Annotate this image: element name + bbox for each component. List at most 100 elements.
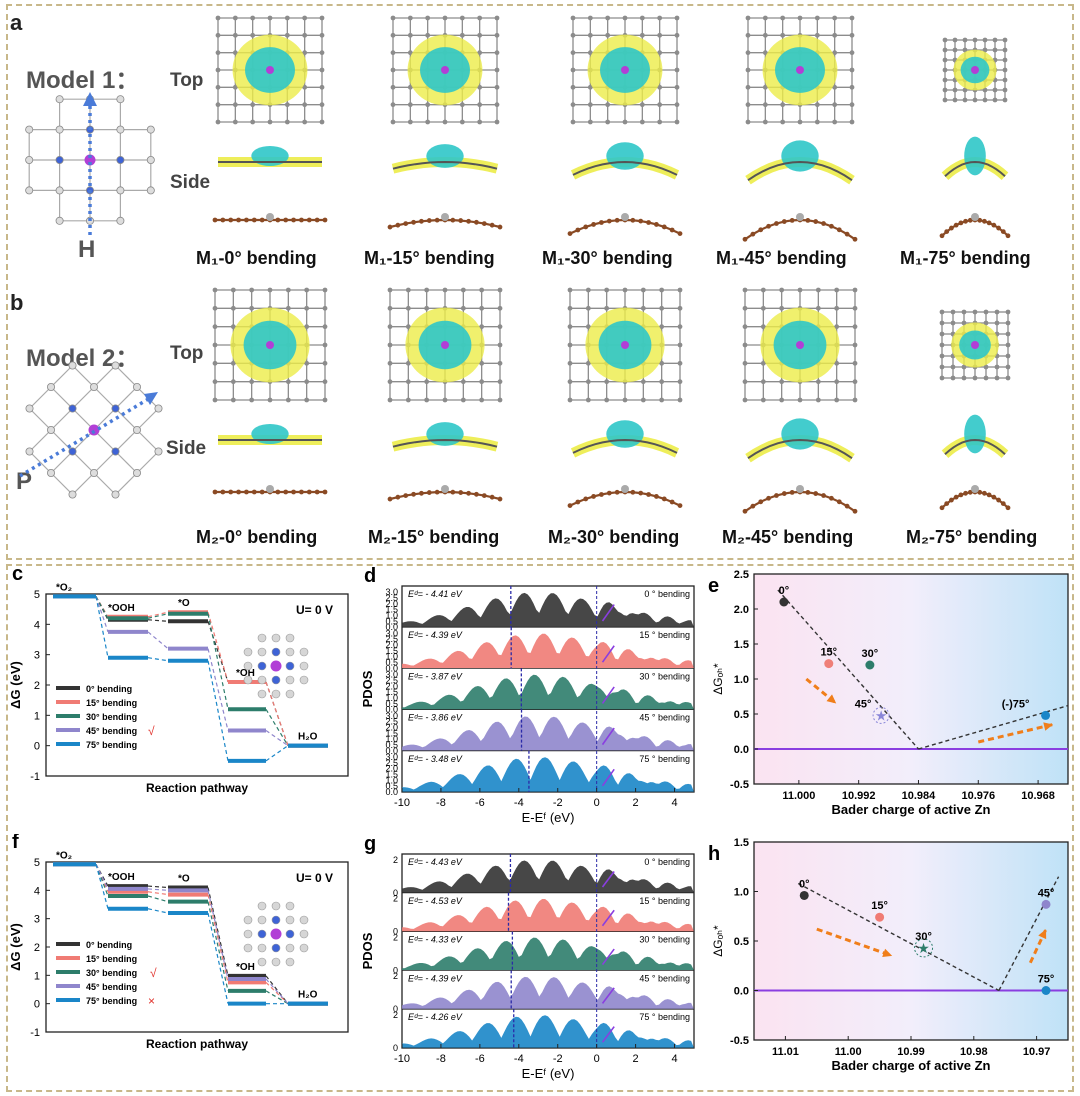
y-tick-label: 2.0 — [385, 764, 398, 774]
y-tick-label: 2 — [34, 680, 40, 692]
connector — [95, 596, 109, 619]
atom — [271, 915, 281, 925]
trend-arrow-left-head — [882, 948, 893, 957]
plot-background — [754, 574, 1068, 784]
pdos-area — [402, 937, 694, 971]
carbon-atom — [458, 490, 464, 495]
backbone — [392, 160, 498, 170]
x-tick-label: 11.000 — [782, 790, 815, 802]
backbone — [572, 438, 678, 454]
carbon-atom — [614, 217, 620, 223]
y-tick-label: 0 — [393, 927, 398, 937]
y-tick-label: 0 — [393, 965, 398, 975]
x-tick-label: -6 — [475, 1053, 485, 1065]
step-label: *O — [178, 598, 190, 609]
carbon-atom — [789, 217, 795, 223]
fermi-arrow — [601, 727, 615, 746]
carbon-atom — [477, 102, 483, 108]
fermi-arrow — [601, 987, 615, 1004]
carbon-atom — [407, 50, 413, 56]
carbon-atom — [583, 224, 589, 230]
step-label: *OH — [236, 668, 255, 679]
connector — [147, 657, 169, 662]
carbon-atom — [497, 496, 503, 502]
charge-density-cyan — [606, 420, 644, 448]
side-view-a-30 — [570, 142, 680, 180]
fermi-arrow — [601, 604, 615, 622]
bond — [136, 429, 159, 452]
legend-label: 0° bending — [86, 684, 132, 694]
y-tick-label: 1.5 — [385, 728, 398, 738]
carbon-atom — [403, 221, 409, 226]
carbon-atom — [251, 489, 257, 495]
carbon-atom — [407, 32, 413, 38]
carbon-atom — [657, 32, 663, 38]
atom — [257, 661, 267, 671]
carbon-atom — [742, 508, 748, 514]
fermi-arrow — [601, 948, 615, 966]
nitrogen-atom — [55, 156, 64, 164]
fermi-arrow — [601, 768, 615, 787]
y-tick-label: 2 — [393, 855, 398, 865]
zinc-atom — [621, 213, 629, 221]
backbone — [944, 438, 1006, 456]
carbon-atom — [758, 227, 764, 233]
y-axis-label: ΔG (eV) — [8, 923, 23, 971]
carbon-atom — [111, 361, 120, 370]
carbon-atom — [780, 119, 786, 125]
bond — [50, 365, 73, 388]
atom — [285, 915, 295, 925]
panel-label-g: g — [364, 834, 376, 855]
carbon-atom — [481, 493, 487, 498]
carbon-atom — [319, 50, 325, 56]
carbon-atom — [489, 222, 495, 228]
panel-label-h: h — [708, 843, 720, 865]
carbon-atom — [583, 496, 589, 502]
carbon-atom — [236, 217, 241, 223]
series-label: 30 ° bending — [639, 671, 690, 681]
carbon-atom — [302, 32, 308, 38]
x-tick-label: -4 — [514, 797, 524, 809]
carbon-atom — [220, 217, 226, 223]
bond — [93, 472, 116, 495]
panel-label-b: b — [10, 290, 24, 315]
caption-a-4: M₁-75° bending — [900, 248, 1031, 268]
connector — [265, 975, 289, 1005]
cross-mark: × — [148, 994, 155, 1008]
series-label: 75 ° bending — [639, 1012, 690, 1022]
y-axis-label: PDOS — [360, 670, 375, 707]
connector — [147, 908, 169, 914]
carbon-atom — [116, 186, 125, 195]
x-tick-label: 4 — [671, 797, 677, 809]
atom — [257, 647, 267, 657]
carbon-atom — [963, 218, 968, 224]
plot-background — [754, 842, 1068, 1040]
inset-structure — [243, 901, 309, 967]
y-tick-label: 3 — [34, 914, 40, 926]
carbon-atom — [146, 186, 155, 195]
carbon-atom — [674, 119, 680, 125]
point-label: 15° — [820, 647, 837, 659]
star-marker: ★ — [917, 940, 930, 956]
zinc-atom — [270, 928, 282, 940]
charge-density-cyan — [606, 142, 644, 170]
carbon-atom — [1000, 501, 1006, 506]
data-point — [1041, 710, 1051, 720]
y-tick-label: 1.5 — [385, 646, 398, 656]
y-tick-label: 0.5 — [385, 781, 398, 791]
carbon-atom — [677, 231, 683, 237]
bond — [72, 451, 95, 474]
carbon-atom — [834, 397, 840, 403]
y-tick-label: 2.0 — [385, 599, 398, 609]
bond — [29, 429, 52, 452]
x-tick-label: 2 — [633, 797, 639, 809]
carbon-atom — [567, 503, 573, 509]
skeleton-a-30 — [567, 213, 683, 237]
pdos-area — [402, 633, 694, 669]
carbon-atom — [659, 397, 665, 403]
carbon-atom — [466, 490, 471, 496]
legend-label: 30° bending — [86, 712, 137, 722]
carbon-atom — [387, 224, 393, 230]
step-label: *O₂ — [56, 582, 72, 593]
atom — [257, 633, 267, 643]
